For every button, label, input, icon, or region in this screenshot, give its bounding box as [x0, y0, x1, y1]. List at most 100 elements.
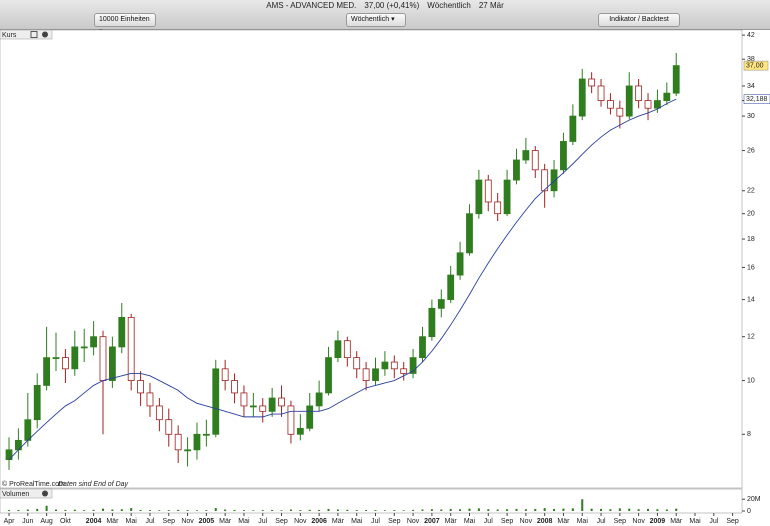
- y-tick-label: 0: [747, 508, 751, 515]
- candle-body: [43, 357, 51, 386]
- y-tick-label: 38: [747, 56, 755, 63]
- candle-body: [33, 385, 41, 421]
- ma-value-box: [743, 94, 770, 104]
- candle-body: [578, 78, 586, 117]
- candle-body: [635, 85, 643, 101]
- volume-bar: [64, 509, 67, 511]
- x-tick-label: 2008: [537, 518, 553, 525]
- candle-body: [137, 380, 144, 394]
- candle-body: [334, 340, 342, 359]
- x-tick-label: Mär: [332, 518, 345, 525]
- volume-bar: [148, 510, 151, 511]
- volume-bar: [449, 508, 452, 511]
- y-tick-label: 42: [747, 32, 755, 39]
- volume-bar: [534, 508, 537, 511]
- volume-bar: [336, 509, 339, 511]
- y-tick-label: 20: [747, 211, 755, 218]
- y-tick-label: 26: [747, 147, 755, 154]
- volume-bar: [365, 509, 368, 511]
- y-tick-label: 10: [747, 377, 755, 384]
- candle-body: [522, 150, 530, 161]
- volume-bar: [600, 508, 603, 511]
- volume-bar: [17, 509, 20, 511]
- period: Wöchentlich: [427, 1, 471, 10]
- panel-icon[interactable]: [30, 31, 38, 38]
- candle-body: [343, 340, 351, 359]
- candle-body: [381, 361, 389, 370]
- symbol: AMS - ADVANCED MED.: [266, 1, 357, 10]
- interval-dropdown[interactable]: Wöchentlich ▾: [346, 13, 406, 27]
- last-price-box: [743, 60, 769, 71]
- volume-bar: [318, 509, 321, 511]
- volume-bar: [139, 509, 142, 511]
- candle-body: [625, 85, 633, 117]
- volume-bar: [581, 499, 584, 511]
- candle-body: [71, 346, 79, 370]
- candle-body: [202, 433, 210, 436]
- x-tick-label: Aug: [40, 518, 53, 525]
- volume-bar: [665, 509, 668, 511]
- candle-body: [193, 433, 201, 451]
- candle-body: [475, 179, 483, 215]
- volume-bar: [656, 509, 659, 511]
- candle-body: [428, 307, 436, 338]
- volume-bar: [468, 508, 471, 511]
- candle-body: [212, 368, 220, 435]
- x-tick-label: Sep: [163, 518, 176, 525]
- volume-bar: [355, 510, 358, 511]
- y-tick-label: 34: [747, 83, 755, 90]
- volume-bar: [83, 510, 86, 511]
- candle-body: [513, 159, 520, 181]
- y-tick-label: 30: [747, 113, 755, 120]
- x-tick-label: 2009: [650, 518, 666, 525]
- y-tick-label: 16: [747, 264, 755, 271]
- volume-bar: [36, 508, 39, 511]
- candle-body: [108, 346, 116, 381]
- candle-body: [118, 317, 126, 348]
- volume-bar: [289, 509, 292, 511]
- close-icon[interactable]: [42, 31, 48, 38]
- x-tick-label: Apr: [4, 518, 16, 525]
- volume-bar: [675, 508, 678, 511]
- volume-bar: [374, 510, 377, 511]
- volume-bar: [308, 509, 311, 511]
- y-tick-label: 22: [747, 188, 755, 195]
- candle-body: [494, 201, 502, 215]
- volume-bar: [73, 509, 76, 511]
- units-label: 10000 Einheiten: [99, 16, 150, 23]
- volume-bar: [571, 508, 574, 511]
- candle-body: [146, 392, 154, 407]
- volume-bar: [506, 509, 509, 511]
- candle-body: [259, 405, 267, 412]
- volume-bar: [590, 508, 593, 511]
- candle-body: [654, 100, 661, 109]
- window-title: AMS - ADVANCED MED. 37,00 (+0,41%) Wöchent…: [0, 1, 770, 10]
- y-tick-label: 8: [747, 431, 751, 438]
- x-tick-label: Mär: [557, 518, 570, 525]
- x-tick-label: 2005: [199, 518, 215, 525]
- candle-body: [362, 368, 370, 381]
- candle-body: [484, 179, 492, 203]
- volume-bar: [524, 509, 527, 511]
- candle-body: [184, 449, 191, 452]
- candle-body: [588, 78, 596, 87]
- volume-bar: [496, 509, 499, 511]
- candle-body: [287, 405, 295, 435]
- x-tick-label: Mär: [106, 518, 119, 525]
- candle-body: [240, 392, 248, 407]
- volume-bar: [120, 509, 123, 511]
- candle-body: [560, 141, 567, 171]
- footnote-note: Daten sind End of Day: [58, 481, 129, 488]
- volume-bar: [214, 508, 217, 511]
- x-tick-label: Mär: [445, 518, 458, 525]
- x-tick-label: 2004: [86, 518, 102, 525]
- candle-body: [24, 419, 32, 441]
- units-dropdown[interactable]: 10000 Einheiten ▾: [94, 13, 156, 35]
- volume-bar: [252, 510, 255, 511]
- x-tick-label: 2007: [424, 518, 440, 525]
- close-icon[interactable]: [42, 490, 48, 497]
- indicator-button[interactable]: Indikator / Backtest: [598, 13, 680, 27]
- candle-body: [353, 357, 361, 370]
- toolbar: AMS - ADVANCED MED. 37,00 (+0,41%) Wöchent…: [0, 0, 770, 35]
- x-tick-label: Mär: [670, 518, 683, 525]
